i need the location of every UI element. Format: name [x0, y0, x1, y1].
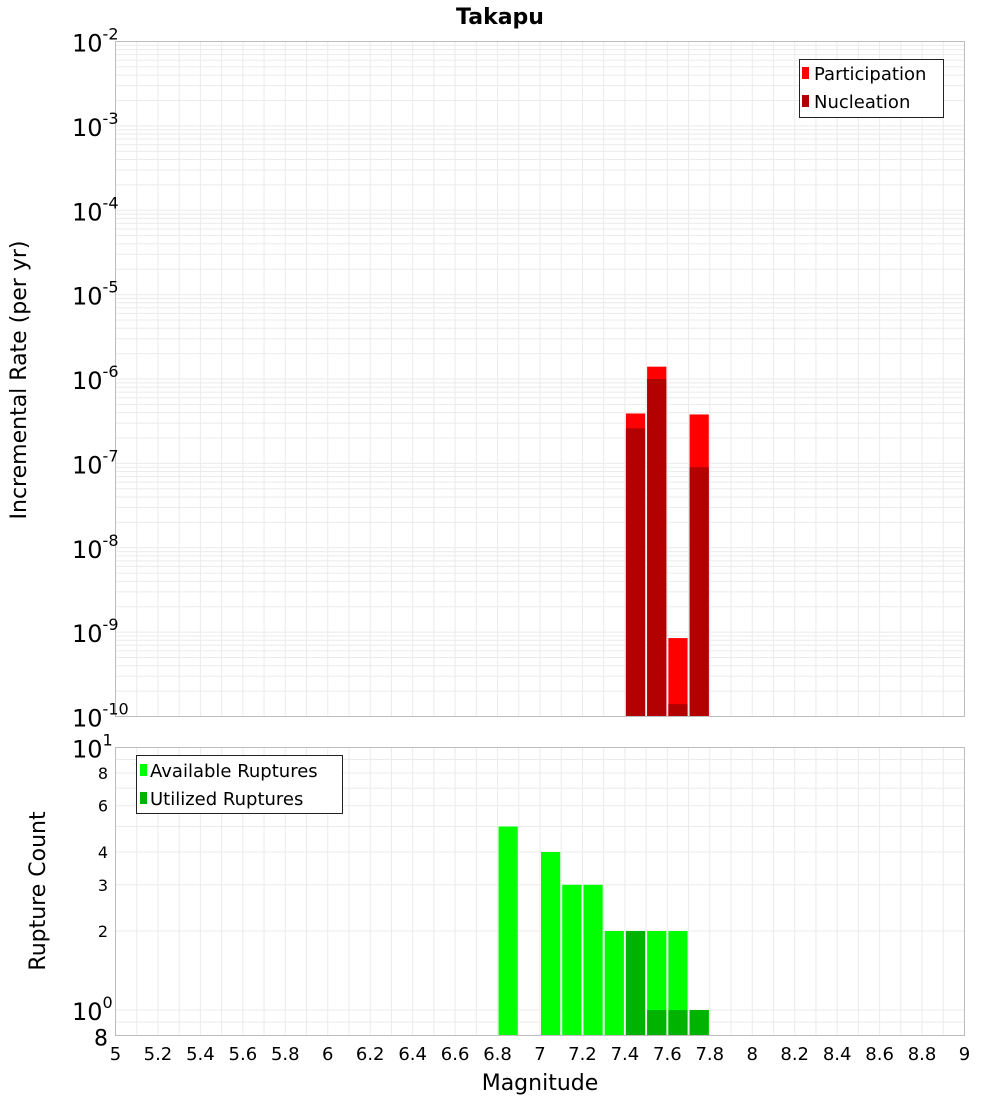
bottom-y-tick-label: 8: [94, 1027, 108, 1052]
x-axis-label: Magnitude: [482, 1071, 599, 1096]
bottom-legend: Available Ruptures Utilized Ruptures: [136, 755, 343, 814]
bottom-bar-available-ruptures: [647, 931, 667, 1036]
x-tick-label: 8.4: [823, 1044, 852, 1065]
top-y-tick-label: 10-8: [72, 531, 119, 564]
x-tick-label: 6.2: [356, 1044, 385, 1065]
x-tick-label: 5.4: [186, 1044, 215, 1065]
x-tick-label: 7.2: [568, 1044, 597, 1065]
bottom-plot-frame: [115, 747, 965, 1036]
top-y-axis-label: Incremental Rate (per yr): [7, 241, 32, 520]
bottom-y-tick-label: 3: [98, 876, 108, 895]
legend-label-participation: Participation: [814, 64, 926, 85]
x-tick-label: 9: [959, 1044, 970, 1065]
bottom-bar-utilized-ruptures: [647, 1010, 667, 1036]
legend-swatch-participation: [802, 67, 809, 79]
bottom-bar-utilized-ruptures: [668, 1010, 688, 1036]
top-y-tick-label: 10-6: [72, 362, 119, 395]
bottom-y-tick-major: 101: [72, 731, 113, 764]
bottom-y-tick-label: 8: [98, 764, 108, 783]
top-grid: [115, 41, 965, 717]
top-legend-box: [799, 59, 944, 118]
bottom-legend-box: [136, 755, 343, 814]
bottom-bar-utilized-ruptures: [689, 1010, 709, 1036]
bottom-bar-utilized-ruptures: [625, 931, 646, 1036]
x-tick-label: 5: [110, 1044, 121, 1065]
bottom-y-tick-label: 4: [98, 843, 108, 862]
bottom-bar-available-ruptures: [498, 826, 518, 1036]
x-ticks: 5 5.2 5.4 5.6 5.8 6 6.2 6.4 6.6 6.8 7 7.2 7.4 7.6 7.8 8…: [110, 1044, 970, 1065]
bottom-bars: [498, 826, 709, 1036]
bottom-y-tick-major: 100: [72, 993, 113, 1026]
x-tick-label: 7.6: [653, 1044, 682, 1065]
bottom-y-tick-label: 6: [98, 797, 108, 816]
legend-label-nucleation: Nucleation: [814, 92, 910, 113]
top-legend: Participation Nucleation: [799, 59, 944, 118]
top-bar-nucleation: [689, 467, 709, 717]
top-y-tick-label: 10-9: [72, 615, 119, 648]
x-tick-label: 6.8: [483, 1044, 512, 1065]
top-y-tick-label: 10-2: [72, 25, 119, 58]
top-y-tick-label: 10-7: [72, 446, 119, 479]
top-y-tick-label: 10-4: [72, 193, 119, 226]
bottom-bar-available-ruptures: [562, 884, 582, 1036]
x-tick-label: 7: [534, 1044, 545, 1065]
x-tick-label: 6.4: [398, 1044, 427, 1065]
legend-label-available: Available Ruptures: [150, 761, 318, 782]
legend-label-utilized: Utilized Ruptures: [150, 789, 303, 810]
x-tick-label: 5.2: [144, 1044, 173, 1065]
top-plot-frame: [115, 41, 965, 717]
x-tick-label: 8.8: [908, 1044, 937, 1065]
top-y-ticks: 10-10 10-9 10-8 10-7 10-6 10-5 10-4 10-3 10-2: [72, 25, 129, 733]
x-tick-label: 7.8: [695, 1044, 724, 1065]
top-y-tick-label: 10-5: [72, 278, 119, 311]
x-tick-label: 8.6: [865, 1044, 894, 1065]
legend-swatch-available: [140, 764, 147, 776]
bottom-bar-available-ruptures: [541, 851, 561, 1036]
x-tick-label: 7.4: [611, 1044, 640, 1065]
bottom-bar-available-ruptures: [668, 931, 688, 1036]
bottom-bar-available-ruptures: [604, 931, 624, 1036]
top-bar-nucleation: [668, 704, 688, 717]
x-tick-label: 6.6: [441, 1044, 470, 1065]
chart-title: Takapu: [456, 5, 544, 30]
legend-swatch-utilized: [140, 792, 147, 804]
bottom-bar-available-ruptures: [583, 884, 603, 1036]
bottom-y-tick-label: 2: [98, 922, 108, 941]
bottom-y-axis-label: Rupture Count: [26, 811, 51, 971]
top-bars: [625, 366, 709, 717]
top-y-tick-label: 10-10: [72, 700, 129, 733]
legend-swatch-nucleation: [802, 95, 809, 107]
x-tick-label: 6: [322, 1044, 333, 1065]
x-tick-label: 5.8: [271, 1044, 300, 1065]
x-tick-label: 8.2: [780, 1044, 809, 1065]
top-y-tick-label: 10-3: [72, 109, 119, 142]
top-bar-nucleation: [625, 428, 646, 717]
top-bar-participation: [668, 638, 688, 717]
x-tick-label: 5.6: [229, 1044, 258, 1065]
x-tick-label: 8: [747, 1044, 758, 1065]
top-bar-nucleation: [647, 379, 667, 717]
